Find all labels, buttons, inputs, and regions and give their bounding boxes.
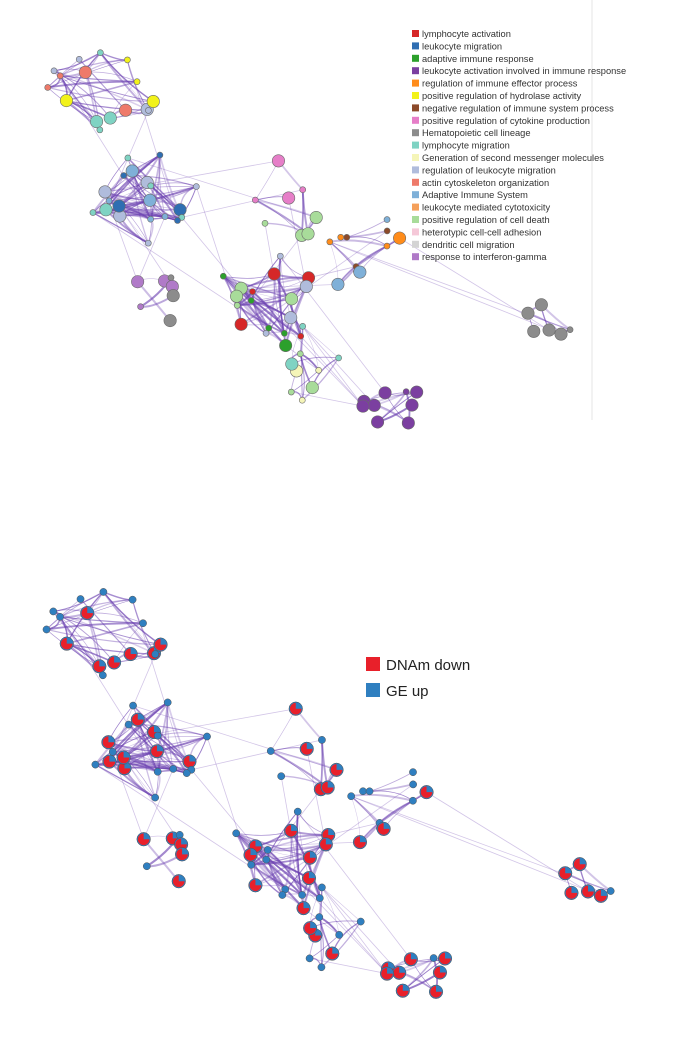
network-node [318,736,325,743]
network-edge [67,644,114,663]
network-node [316,894,323,901]
network-node [129,702,136,709]
network-node [279,891,286,898]
network-nodes [43,588,614,998]
network-node [299,891,306,898]
network-edge [144,839,179,881]
network-node [336,931,343,938]
network-node [129,596,136,603]
network-node [278,773,285,780]
network-node [357,918,364,925]
network-node [294,808,301,815]
network-node [154,732,161,739]
network-node [409,797,416,804]
network-node [263,856,270,863]
network-node [164,699,171,706]
legend-label-dnam-down: DNAm down [386,657,470,674]
network-edge [370,784,414,791]
network-node [139,620,146,627]
network-node [318,964,325,971]
network-node [409,769,416,776]
network-node [109,748,116,755]
network-node [410,781,417,788]
network-node [430,954,437,961]
network-edge [322,887,361,921]
network-node [267,747,274,754]
network-node [318,884,325,891]
legend-swatch-ge-up [366,683,380,697]
network-node [56,613,63,620]
network-node [170,765,177,772]
network-edge [271,709,296,751]
network-node [233,830,240,837]
network-node [99,672,106,679]
network-edge [95,765,285,890]
network-node [248,861,255,868]
network-node [183,770,190,777]
legend-swatch-dnam-down [366,657,380,671]
network-node [348,793,355,800]
network-node [306,955,313,962]
network-node [607,887,614,894]
network-node [92,761,99,768]
network-node [359,788,366,795]
network-node [316,914,323,921]
network-node [77,595,84,602]
network-edge [351,796,611,891]
network-node [152,794,159,801]
source-legend: DNAm down GE up [366,657,470,700]
network-node [43,626,50,633]
network-node [154,768,161,775]
network-node [100,588,107,595]
network-node [176,831,183,838]
network-node [264,846,271,853]
network-edge [322,887,387,973]
legend-label-ge-up: GE up [386,683,429,700]
network-node [152,651,159,658]
network-node [203,733,210,740]
network-node [50,608,57,615]
network-edge [351,796,601,896]
network-node [143,863,150,870]
network-edge [255,842,359,846]
network-node [366,788,373,795]
